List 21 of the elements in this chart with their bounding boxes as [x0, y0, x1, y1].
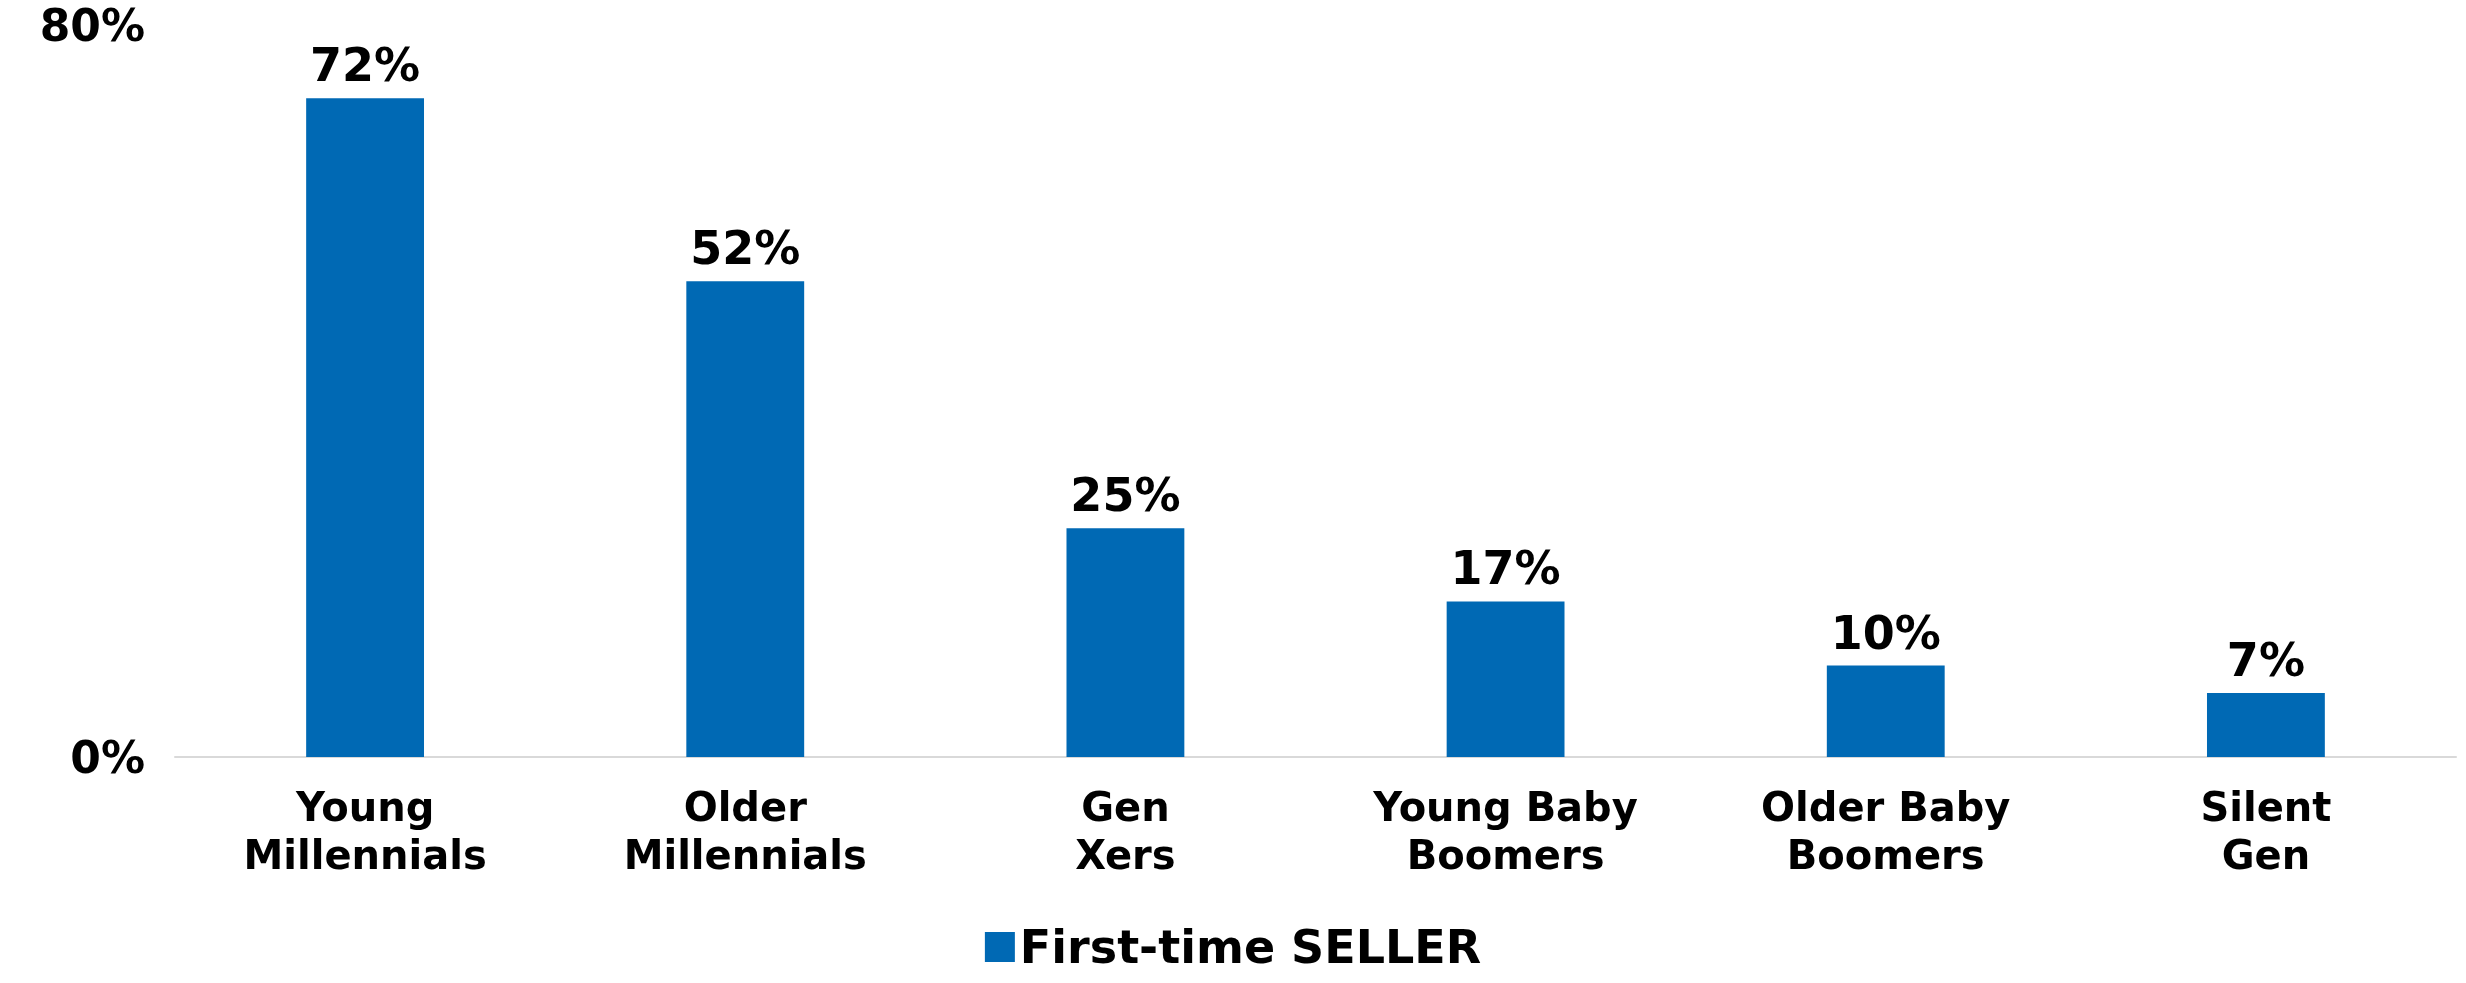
y-tick-label: 80%: [39, 0, 145, 51]
bar: [1446, 601, 1565, 757]
data-label: 10%: [1830, 605, 1941, 660]
x-tick-label: Silent Gen: [2200, 784, 2332, 878]
legend-label: First-time SELLER: [1019, 920, 1482, 974]
data-label: 52%: [690, 221, 801, 276]
data-label: 17%: [1450, 541, 1561, 596]
y-tick-label: 0%: [70, 731, 145, 783]
x-tick-label: Young Baby Boomers: [1372, 784, 1638, 878]
data-label: 25%: [1070, 468, 1181, 523]
x-tick-label: Gen Xers: [1075, 784, 1176, 878]
bar: [306, 98, 425, 757]
data-label: 72%: [310, 38, 421, 93]
bar: [1066, 528, 1185, 757]
data-label: 7%: [2226, 632, 2305, 687]
x-tick-label: Older Millennials: [623, 784, 867, 878]
bar: [686, 281, 805, 757]
bar: [2206, 692, 2325, 757]
x-tick-label: Young Millennials: [243, 784, 487, 878]
bar: [1826, 665, 1945, 757]
x-tick-label: Older Baby Boomers: [1761, 784, 2011, 878]
